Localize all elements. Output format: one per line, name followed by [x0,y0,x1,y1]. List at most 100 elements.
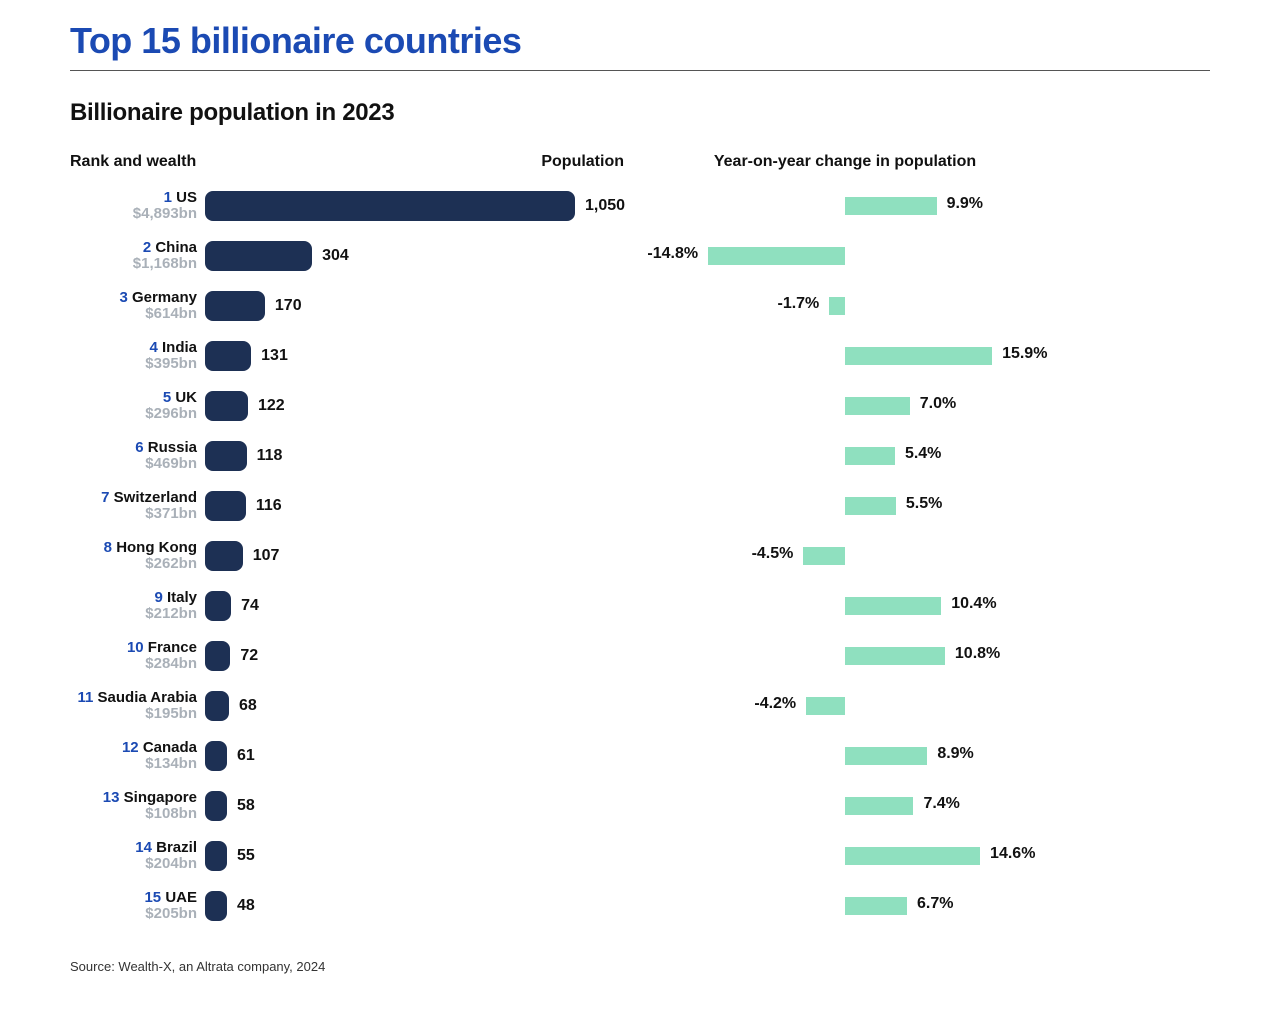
country-name: Russia [148,439,197,456]
rank-number: 9 [154,589,167,606]
rank-number: 6 [135,439,148,456]
change-bar [829,297,845,315]
chart-source: Source: Wealth-X, an Altrata company, 20… [70,959,1210,974]
change-bar-cell: 7.0% [660,396,1030,416]
change-value: -4.2% [754,695,796,713]
population-bar [205,641,230,671]
change-row: -14.8% [660,231,1030,281]
population-bar [205,791,227,821]
change-bar-cell: -1.7% [660,296,1030,316]
change-bar [845,897,907,915]
wealth-value: $371bn [70,506,197,523]
wealth-value: $1,168bn [70,256,197,273]
title-rule [70,70,1210,71]
population-bar [205,891,227,921]
population-row: 7 Switzerland$371bn 116 [70,481,630,531]
population-row: 4 India$395bn131 [70,331,630,381]
change-bar-cell: 10.4% [660,596,1030,616]
rank-number: 13 [103,789,124,806]
wealth-value: $284bn [70,656,197,673]
population-value: 68 [239,697,257,715]
rank-label: 10 France$284bn [70,640,205,673]
chart-title: Top 15 billionaire countries [70,20,1210,70]
population-value: 1,050 [585,197,625,215]
change-bar [845,397,910,415]
change-bar [806,697,845,715]
rank-number: 4 [149,339,162,356]
population-column: Rank and wealth Population 1 US$4,893bn1… [70,153,630,931]
change-row: -1.7% [660,281,1030,331]
rank-label: 11 Saudia Arabia$195bn [70,690,205,723]
population-bar-cell: 107 [205,541,630,571]
rank-number: 14 [135,839,156,856]
population-value: 55 [237,847,255,865]
change-bar [845,597,941,615]
population-bar-cell: 304 [205,241,630,271]
rank-number: 11 [77,689,97,706]
rank-label: 6 Russia$469bn [70,440,205,473]
population-rows: 1 US$4,893bn1,0502 China$1,168bn3043 Ger… [70,181,630,931]
change-value: 9.9% [947,195,983,213]
population-bar [205,841,227,871]
rank-label: 7 Switzerland$371bn [70,490,205,523]
country-name: Singapore [124,789,197,806]
change-bar [845,197,937,215]
change-bar-cell: 9.9% [660,196,1030,216]
population-value: 107 [253,547,280,565]
rank-label: 13 Singapore$108bn [70,790,205,823]
population-bar [205,341,251,371]
change-value: 14.6% [990,845,1035,863]
population-value: 116 [256,497,282,515]
population-value: 61 [237,747,255,765]
country-name: China [155,239,197,256]
change-row: 7.4% [660,781,1030,831]
country-name: US [176,189,197,206]
population-bar [205,441,247,471]
rank-number: 2 [143,239,156,256]
rank-number: 8 [104,539,117,556]
population-row: 1 US$4,893bn1,050 [70,181,630,231]
wealth-value: $108bn [70,806,197,823]
population-row: 8 Hong Kong$262bn107 [70,531,630,581]
change-row: 5.5% [660,481,1030,531]
change-bar-cell: 5.5% [660,496,1030,516]
wealth-value: $212bn [70,606,197,623]
population-bar [205,541,243,571]
change-bar-cell: 15.9% [660,346,1030,366]
rank-number: 15 [144,889,165,906]
population-bar [205,591,231,621]
change-bar-cell: -14.8% [660,246,1030,266]
change-value: 6.7% [917,895,953,913]
rank-number: 1 [164,189,177,206]
wealth-value: $262bn [70,556,197,573]
population-row: 12 Canada$134bn 61 [70,731,630,781]
change-row: 8.9% [660,731,1030,781]
country-name: Saudia Arabia [98,689,197,706]
population-value: 48 [237,897,255,915]
rank-label: 5 UK$296bn [70,390,205,423]
population-bar [205,241,312,271]
change-bar [845,797,913,815]
rank-number: 12 [122,739,143,756]
change-bar [845,647,945,665]
population-bar-cell: 55 [205,841,630,871]
population-bar-cell: 116 [205,491,630,521]
change-bar-cell: 10.8% [660,646,1030,666]
population-bar-cell: 170 [205,291,630,321]
header-population: Population [205,153,630,171]
change-value: 7.4% [923,795,959,813]
country-name: UK [175,389,197,406]
population-bar-cell: 74 [205,591,630,621]
population-bar-cell: 58 [205,791,630,821]
population-row: 9 Italy$212bn74 [70,581,630,631]
rank-label: 15 UAE$205bn [70,890,205,923]
population-bar-cell: 118 [205,441,630,471]
population-row: 13 Singapore$108bn 58 [70,781,630,831]
header-change: Year-on-year change in population [660,153,1030,171]
change-value: 8.9% [937,745,973,763]
chart-subtitle: Billionaire population in 2023 [70,99,1210,127]
wealth-value: $204bn [70,856,197,873]
rank-label: 12 Canada$134bn [70,740,205,773]
rank-label: 14 Brazil$204bn [70,840,205,873]
population-value: 58 [237,797,255,815]
